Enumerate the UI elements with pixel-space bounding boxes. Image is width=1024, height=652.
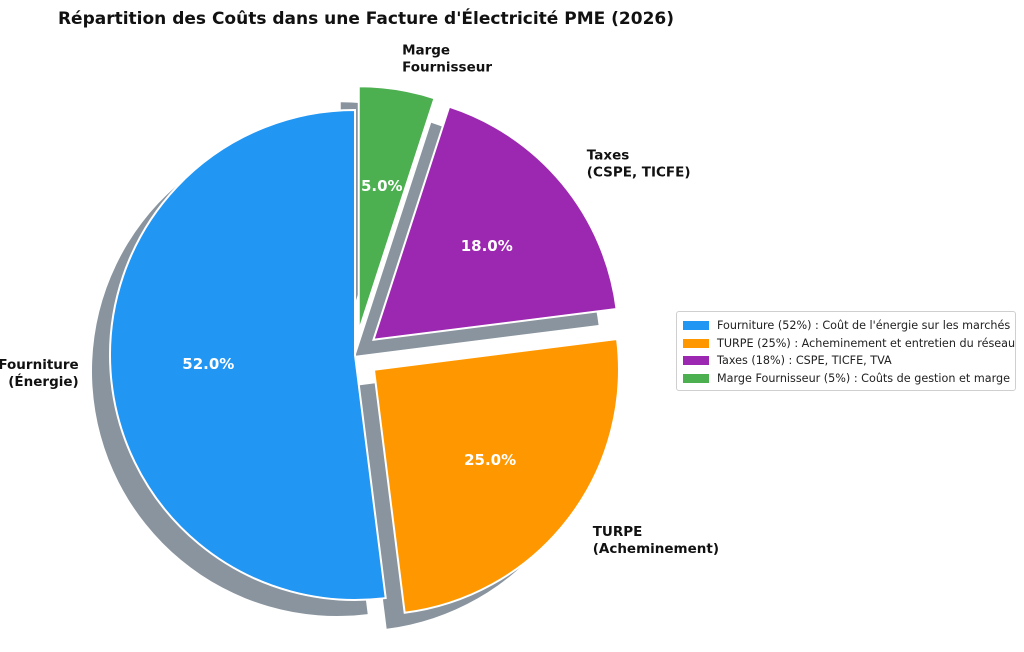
slices-group bbox=[109, 85, 620, 614]
slice-percentage-label: 25.0% bbox=[464, 451, 516, 469]
legend-swatch bbox=[683, 338, 709, 348]
slice-category-label: Fourniture (Énergie) bbox=[0, 357, 79, 390]
slice-category-label: TURPE (Acheminement) bbox=[593, 524, 719, 557]
legend-swatch bbox=[683, 356, 709, 366]
legend-item: Fourniture (52%) : Coût de l'énergie sur… bbox=[683, 317, 1011, 335]
legend: Fourniture (52%) : Coût de l'énergie sur… bbox=[676, 311, 1016, 391]
legend-item: Marge Fournisseur (5%) : Coûts de gestio… bbox=[683, 370, 1010, 388]
slice-category-label: Taxes (CSPE, TICFE) bbox=[587, 148, 691, 181]
slice-percentage-label: 18.0% bbox=[461, 237, 513, 255]
slice-percentage-label: 52.0% bbox=[182, 355, 234, 373]
legend-item: Taxes (18%) : CSPE, TICFE, TVA bbox=[683, 352, 1009, 370]
pie-slice-2 bbox=[372, 105, 618, 341]
legend-label: Marge Fournisseur (5%) : Coûts de gestio… bbox=[717, 371, 1010, 385]
chart-title: Répartition des Coûts dans une Facture d… bbox=[58, 7, 674, 29]
category-labels: Fourniture (Énergie) TURPE (Acheminement) Ta… bbox=[0, 42, 719, 557]
legend-item: TURPE (25%) : Acheminement et entretien … bbox=[683, 335, 1015, 353]
legend-swatch bbox=[683, 321, 709, 331]
pie-slice-3 bbox=[357, 85, 436, 332]
legend-label: Taxes (18%) : CSPE, TICFE, TVA bbox=[717, 354, 892, 368]
pie-slice-0 bbox=[109, 108, 387, 601]
slice-category-label: Marge Fournisseur bbox=[402, 42, 492, 75]
legend-label: TURPE (25%) : Acheminement et entretien … bbox=[717, 336, 1016, 350]
legend-swatch bbox=[683, 373, 709, 383]
legend-label: Fourniture (52%) : Coût de l'énergie sur… bbox=[717, 319, 1011, 333]
slice-percentage-label: 5.0% bbox=[361, 177, 403, 195]
pie-slice-1 bbox=[372, 337, 620, 614]
percentage-labels: 52.0% 25.0% 18.0% 5.0% bbox=[182, 177, 516, 469]
